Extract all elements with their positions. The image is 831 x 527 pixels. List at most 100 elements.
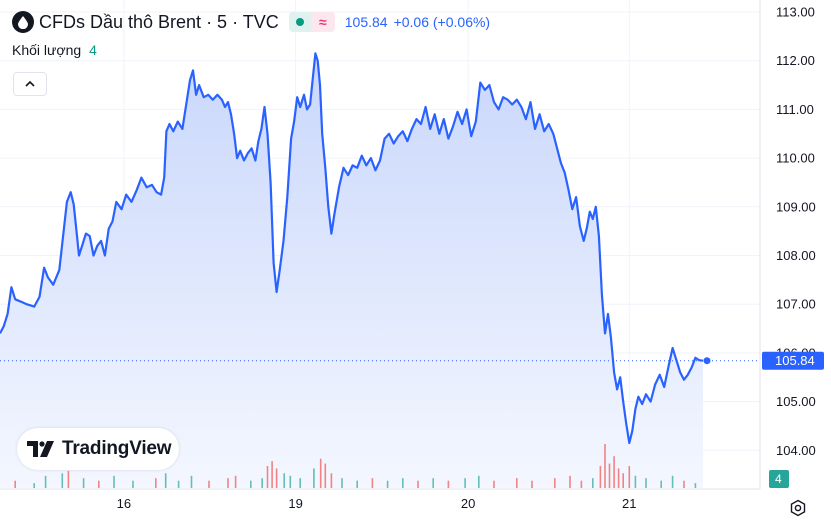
volume-bar — [44, 475, 47, 488]
time-tick-label: 16 — [117, 496, 131, 511]
tradingview-logo[interactable]: TradingView — [17, 428, 179, 470]
brand-name: TradingView — [62, 438, 172, 459]
volume-bar — [478, 475, 480, 488]
volume-bar — [61, 473, 64, 488]
volume-bar — [324, 463, 327, 488]
volume-bar — [33, 483, 35, 488]
volume-bar — [271, 461, 273, 488]
time-tick-label: 19 — [288, 496, 302, 511]
volume-bar — [164, 473, 167, 488]
droplet-icon — [12, 11, 34, 33]
volume-indicator[interactable]: Khối lượng 4 — [12, 42, 97, 58]
volume-bar — [113, 475, 115, 488]
volume-bar — [283, 473, 285, 488]
volume-bar — [266, 466, 269, 488]
volume-bar — [155, 478, 157, 488]
volume-bar — [356, 480, 358, 488]
price-line — [0, 52, 704, 445]
time-tick-label: 21 — [622, 496, 636, 511]
chart-settings-button[interactable] — [786, 496, 810, 520]
price-tick-label: 110.00 — [776, 151, 815, 166]
volume-bar — [275, 468, 278, 488]
chevron-up-icon — [25, 80, 35, 87]
volume-bar — [313, 468, 315, 488]
volume-bar — [234, 475, 237, 488]
time-axis[interactable]: 16 19 20 21 — [0, 488, 760, 511]
volume-bar — [628, 466, 631, 488]
volume-bar — [319, 458, 322, 488]
volume-bar — [599, 466, 602, 488]
volume-bars — [14, 444, 697, 488]
last-price: 105.84 — [344, 14, 388, 30]
price-tick-label: 112.00 — [776, 53, 815, 68]
volume-bar — [432, 478, 434, 488]
volume-bar — [371, 478, 374, 488]
volume-bar — [341, 478, 343, 488]
volume-bar — [250, 480, 252, 488]
price-tick-label: 105.00 — [776, 394, 816, 409]
volume-bar — [613, 456, 615, 488]
volume-bar — [299, 478, 301, 488]
volume-bar — [592, 478, 594, 488]
volume-bar — [622, 473, 624, 488]
volume-bar — [227, 478, 229, 488]
price-axis[interactable]: 113.00 112.00 111.00 110.00 109.00 108.00 107.… — [759, 0, 816, 489]
volume-bar — [569, 475, 571, 488]
last-price-label-text: 105.84 — [775, 353, 815, 368]
volume-label-text: 4 — [775, 472, 782, 486]
volume-bar — [516, 478, 518, 488]
volume-bar — [645, 478, 647, 488]
time-tick-label: 20 — [461, 496, 475, 511]
price-tick-label: 113.00 — [776, 5, 815, 20]
volume-bar — [330, 473, 333, 488]
volume-bar — [67, 470, 70, 488]
volume-bar — [190, 475, 193, 488]
volume-bar — [82, 478, 85, 488]
market-open-icon — [288, 12, 311, 32]
settings-hexagon-icon — [790, 499, 806, 517]
volume-bar — [447, 480, 450, 488]
last-price-dot — [703, 357, 711, 365]
volume-bar — [660, 480, 662, 488]
price-tick-label: 107.00 — [776, 297, 816, 312]
volume-bar — [132, 480, 134, 488]
volume-bar — [617, 468, 620, 488]
price-tick-label: 104.00 — [776, 443, 816, 458]
volume-bar — [14, 480, 16, 488]
volume-bar — [580, 480, 583, 488]
volume-bar — [386, 480, 389, 488]
volume-bar — [464, 478, 466, 488]
volume-bar — [671, 475, 674, 488]
price-tick-label: 108.00 — [776, 248, 816, 263]
symbol-title[interactable]: CFDs Dầu thô Brent · 5 · TVC — [39, 11, 279, 32]
volume-bar — [554, 478, 556, 488]
volume-label: 4 — [769, 470, 789, 488]
volume-bar — [417, 480, 419, 488]
volume-bar — [177, 480, 180, 488]
price-change: +0.06 (+0.06%) — [393, 14, 491, 30]
volume-bar — [402, 478, 404, 488]
volume-label: Khối lượng — [12, 42, 82, 58]
volume-bar — [261, 478, 263, 488]
price-tick-label: 111.00 — [776, 102, 814, 117]
volume-bar — [208, 480, 210, 488]
volume-bar — [289, 475, 292, 488]
volume-bar — [604, 444, 606, 488]
tradingview-logo-icon — [27, 441, 54, 457]
volume-bar — [634, 475, 637, 488]
volume-bar — [98, 480, 100, 488]
price-tick-label: 109.00 — [776, 199, 816, 214]
volume-bar — [608, 463, 611, 488]
delayed-data-icon: ≈ — [310, 12, 335, 32]
chart-legend: CFDs Dầu thô Brent · 5 · TVC ≈ 105.84 +0.… — [12, 10, 490, 34]
volume-bar — [531, 480, 533, 488]
volume-bar — [493, 480, 495, 488]
quote: 105.84 +0.06 (+0.06%) — [345, 14, 490, 30]
market-status[interactable]: ≈ — [288, 12, 335, 32]
last-price-label: 105.84 — [762, 351, 824, 370]
volume-value: 4 — [89, 42, 97, 58]
volume-bar — [683, 480, 685, 488]
price-area — [0, 53, 703, 489]
collapse-legend-button[interactable] — [13, 72, 47, 96]
